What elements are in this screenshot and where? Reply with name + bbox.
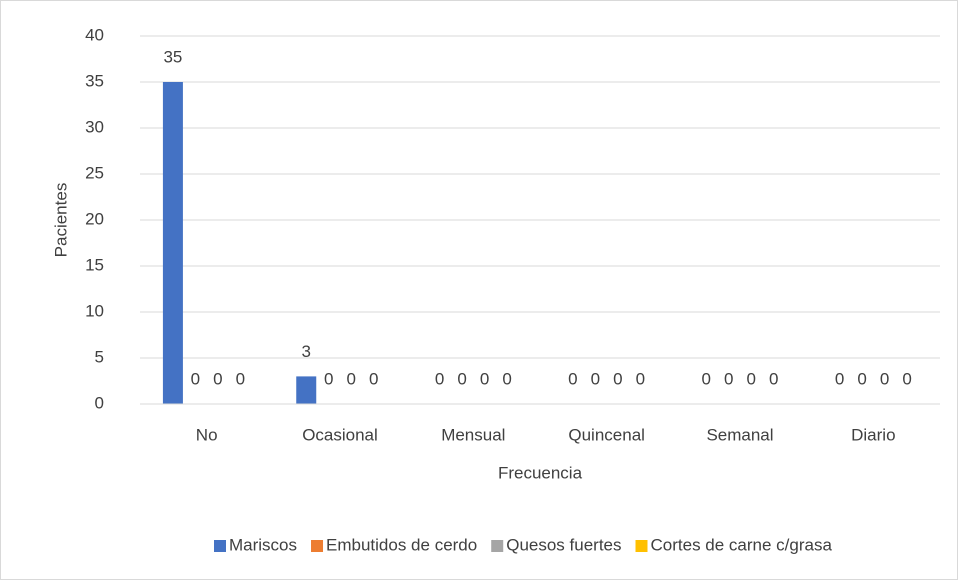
x-tick-label: Diario [851,425,895,444]
legend-swatch [214,540,226,552]
bar [296,376,317,404]
y-tick-label: 10 [85,301,104,320]
data-label: 0 [636,369,645,388]
x-tick-label: Mensual [441,425,505,444]
data-label: 0 [835,369,844,388]
y-axis-title: Pacientes [51,183,70,258]
y-tick-label: 0 [95,393,104,412]
data-label: 0 [769,369,778,388]
y-tick-label: 15 [85,255,104,274]
y-tick-label: 5 [95,347,104,366]
data-label: 0 [747,369,756,388]
data-label: 0 [213,369,222,388]
data-label: 0 [568,369,577,388]
x-tick-label: Ocasional [302,425,378,444]
data-label: 0 [369,369,378,388]
data-label: 0 [236,369,245,388]
legend-swatch [311,540,324,552]
data-label: 0 [324,369,333,388]
y-tick-label: 25 [85,163,104,182]
y-tick-label: 35 [85,71,104,90]
legend-label: Mariscos [229,535,297,554]
legend-swatch [491,540,504,552]
data-label: 0 [191,369,200,388]
data-label: 0 [591,369,600,388]
x-tick-label: No [196,425,218,444]
data-label: 0 [347,369,356,388]
data-label: 0 [435,369,444,388]
data-label: 0 [702,369,711,388]
y-tick-label: 30 [85,117,104,136]
legend-label: Cortes de carne c/grasa [651,535,833,554]
y-tick-label: 20 [85,209,104,228]
legend-label: Quesos fuertes [506,535,621,554]
data-label: 0 [457,369,466,388]
legend-label: Embutidos de cerdo [326,535,477,554]
y-tick-label: 40 [85,25,104,44]
legend-swatch [635,540,648,552]
data-label: 0 [613,369,622,388]
data-label: 0 [724,369,733,388]
data-label: 0 [902,369,911,388]
data-label: 0 [480,369,489,388]
x-tick-label: Quincenal [568,425,645,444]
bar [162,82,183,404]
data-label: 0 [502,369,511,388]
data-label: 3 [302,342,311,361]
x-axis-title: Frecuencia [498,463,583,482]
data-label: 35 [163,47,182,66]
x-tick-label: Semanal [706,425,773,444]
data-label: 0 [857,369,866,388]
data-label: 0 [880,369,889,388]
